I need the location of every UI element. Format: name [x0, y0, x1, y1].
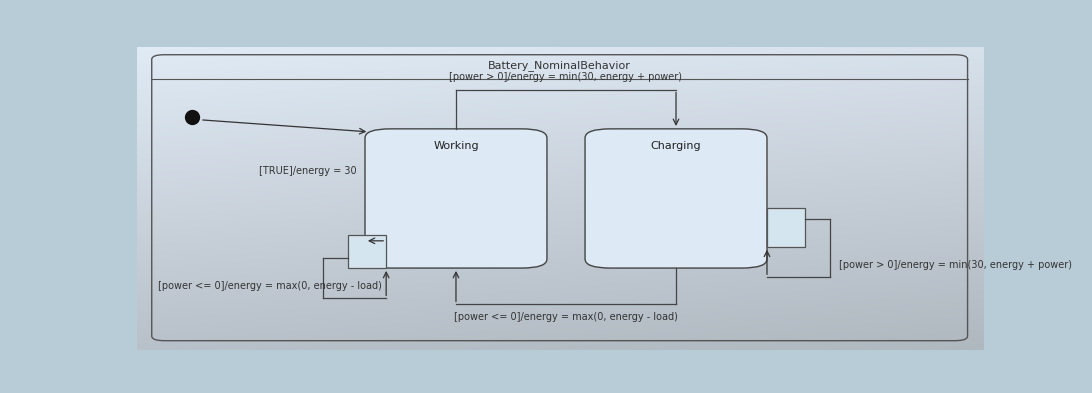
Text: Working: Working [434, 141, 478, 151]
Text: [TRUE]/energy = 30: [TRUE]/energy = 30 [259, 166, 357, 176]
Bar [767, 208, 805, 247]
Text: Battery_NominalBehavior: Battery_NominalBehavior [488, 60, 631, 71]
Text: [power <= 0]/energy = max(0, energy - load): [power <= 0]/energy = max(0, energy - lo… [454, 312, 678, 322]
FancyBboxPatch shape [365, 129, 547, 268]
Text: [power > 0]/energy = min(30, energy + power): [power > 0]/energy = min(30, energy + po… [839, 260, 1072, 270]
Bar [348, 235, 387, 268]
Text: Charging: Charging [651, 141, 701, 151]
FancyBboxPatch shape [585, 129, 767, 268]
Text: [power <= 0]/energy = max(0, energy - load): [power <= 0]/energy = max(0, energy - lo… [157, 281, 381, 291]
Text: [power > 0]/energy = min(30, energy + power): [power > 0]/energy = min(30, energy + po… [450, 72, 682, 82]
